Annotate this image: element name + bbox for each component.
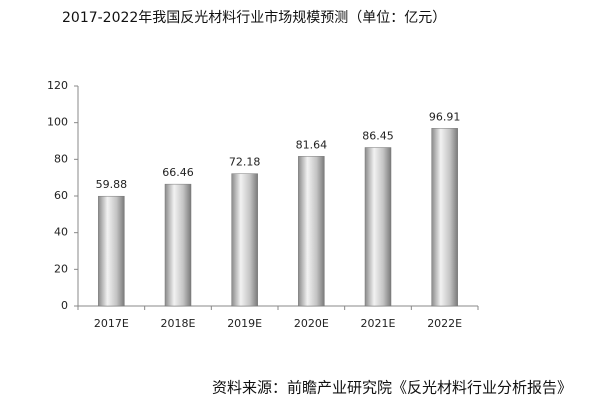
y-tick-label: 100: [47, 116, 68, 129]
value-label: 66.46: [162, 166, 194, 179]
y-tick-label: 60: [54, 189, 68, 202]
y-tick-label: 20: [54, 262, 68, 275]
bar: [164, 183, 192, 307]
x-tick-label: 2020E: [294, 317, 329, 330]
y-tick-label: 40: [54, 226, 68, 239]
x-tick-label: 2017E: [94, 317, 129, 330]
bar: [231, 173, 258, 307]
bar: [298, 156, 325, 307]
x-tick-label: 2021E: [361, 317, 396, 330]
value-label: 81.64: [296, 138, 328, 151]
bar: [431, 128, 458, 307]
bar: [364, 147, 392, 307]
chart-title: 2017-2022年我国反光材料行业市场规模预测（单位：亿元）: [62, 9, 446, 26]
y-tick-label: 0: [61, 299, 68, 312]
x-tick-label: 2019E: [227, 317, 262, 330]
value-label: 72.18: [229, 156, 261, 169]
bar: [98, 195, 125, 307]
value-label: 86.45: [362, 130, 394, 143]
x-tick-label: 2018E: [161, 317, 196, 330]
value-label: 96.91: [429, 110, 461, 123]
x-tick-label: 2022E: [427, 317, 462, 330]
y-tick-label: 80: [54, 152, 68, 165]
value-label: 59.88: [96, 178, 128, 191]
y-tick-label: 120: [47, 79, 68, 92]
source-note: 资料来源：前瞻产业研究院《反光材料行业分析报告》: [212, 379, 572, 397]
